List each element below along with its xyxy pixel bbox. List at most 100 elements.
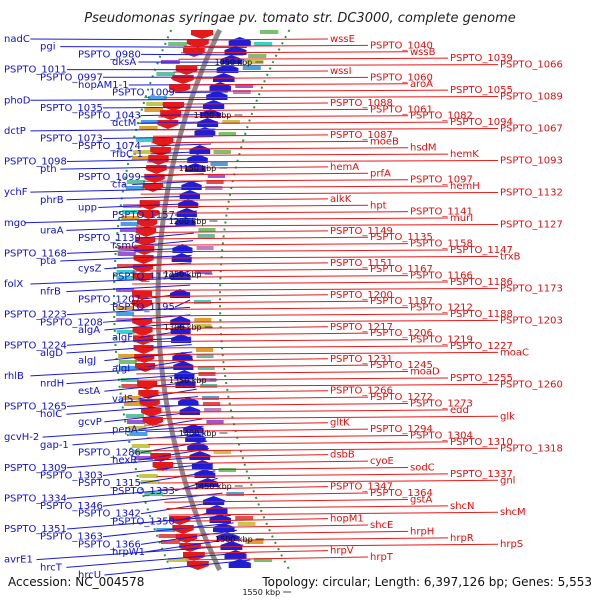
forward-gene-arrow — [174, 370, 195, 379]
label-leader-line — [132, 313, 449, 317]
label-leader-line — [142, 415, 499, 420]
label-leader-line — [66, 284, 191, 293]
annotation-block — [205, 186, 223, 190]
gene-label-left: PSPTO_1170 — [112, 271, 175, 282]
forward-gene-arrow — [189, 451, 211, 460]
label-leader-line — [66, 455, 212, 469]
annotation-block — [213, 150, 231, 154]
label-leader-line — [132, 180, 203, 185]
annotation-block — [146, 102, 165, 106]
annotation-block — [198, 228, 216, 232]
annotation-block — [118, 360, 137, 364]
label-leader-line — [133, 339, 409, 343]
label-leader-line — [138, 390, 329, 394]
label-leader-line — [162, 102, 329, 105]
kbp-tick-label: 1250 kbp — [164, 270, 202, 279]
gene-label-right: edd — [450, 405, 469, 416]
gene-label-right: wssI — [330, 66, 352, 77]
annotation-block — [194, 300, 211, 304]
gene-label-right: PSPTO_1266 — [330, 386, 393, 397]
label-leader-line — [66, 373, 195, 385]
forward-gene-arrow — [171, 334, 192, 343]
gene-label-left: PSPTO_1208 — [40, 317, 103, 328]
label-leader-line — [186, 38, 329, 41]
label-leader-line — [154, 128, 499, 131]
annotation-block — [207, 174, 225, 178]
gene-label-right: gstA — [410, 494, 432, 505]
gene-label-right: hrpV — [330, 546, 354, 557]
gene-label-left: gcvH-2 — [4, 432, 39, 443]
label-leader-line — [175, 530, 409, 535]
gene-label-right: PSPTO_1093 — [500, 156, 563, 167]
gene-label-left: PSPTO_1334 — [4, 493, 67, 504]
label-leader-line — [153, 134, 329, 137]
gene-label-right: PSPTO_1294 — [370, 424, 433, 435]
label-leader-line — [166, 505, 449, 510]
label-leader-line — [102, 136, 214, 140]
gene-label-left: pta — [40, 256, 56, 267]
label-leader-line — [140, 143, 212, 147]
gene-label-left: PSPTO_1351 — [4, 524, 67, 535]
label-leader-line — [139, 198, 329, 201]
gene-label-left: dksA — [112, 57, 136, 68]
label-leader-line — [60, 46, 247, 48]
label-leader-line — [149, 147, 409, 150]
gene-label-left: PSPTO_1309 — [4, 463, 67, 474]
gene-label-left: PSPTO_1011 — [4, 65, 67, 76]
label-leader-line — [132, 275, 409, 279]
label-leader-line — [144, 422, 329, 426]
gene-label-left: algD — [40, 348, 63, 359]
gene-label-right: PSPTO_1040 — [370, 40, 433, 51]
gene-label-left: estA — [78, 386, 100, 397]
label-leader-line — [138, 204, 369, 208]
gene-label-right: PSPTO_1127 — [500, 219, 563, 230]
label-leader-line — [164, 96, 499, 99]
gene-label-right: PSPTO_1219 — [410, 335, 473, 346]
forward-gene-arrow — [175, 379, 196, 388]
gene-label-right: PSPTO_1082 — [410, 111, 473, 122]
gene-label-left: dctM — [112, 118, 136, 129]
label-leader-line — [150, 150, 210, 155]
annotation-block — [118, 246, 137, 250]
label-leader-line — [156, 121, 449, 124]
gene-label-right: hopM1 — [330, 514, 364, 525]
annotation-block — [204, 408, 222, 412]
annotation-block — [245, 540, 264, 544]
label-leader-line — [135, 364, 369, 368]
gene-label-left: dctP — [4, 126, 26, 137]
annotation-block — [116, 312, 135, 316]
label-leader-line — [136, 371, 409, 375]
gene-label-left: PSPTO_1035 — [40, 103, 103, 114]
accession-text: Accession: NC_004578 — [8, 575, 144, 589]
label-leader-line — [136, 217, 449, 221]
label-leader-line — [133, 345, 449, 349]
label-leader-line — [132, 268, 369, 272]
label-leader-line — [173, 524, 369, 529]
kbp-tick-label: 1150 kbp — [179, 164, 217, 173]
reverse-gene-arrow — [162, 102, 185, 111]
annotation-block — [196, 354, 214, 358]
gene-label-left: rsmC — [112, 241, 138, 252]
label-leader-line — [98, 202, 198, 208]
label-leader-line — [160, 486, 329, 490]
gene-label-left: algF — [112, 333, 133, 344]
label-leader-line — [30, 188, 201, 193]
gene-label-left: PSPTO_0980 — [78, 49, 141, 60]
gene-label-left: pth — [40, 164, 57, 175]
map-title: Pseudomonas syringae pv. tomato str. DC3… — [84, 11, 516, 26]
label-leader-line — [66, 552, 247, 568]
label-leader-line — [156, 473, 449, 478]
annotation-block — [136, 138, 155, 142]
label-leader-line — [154, 466, 409, 471]
reverse-gene-arrow — [146, 165, 167, 174]
label-leader-line — [66, 158, 208, 163]
gene-label-right: PSPTO_1318 — [500, 443, 563, 454]
label-leader-line — [183, 44, 369, 47]
reverse-gene-arrow — [142, 417, 163, 426]
label-leader-line — [137, 383, 499, 388]
forward-gene-arrow — [179, 190, 200, 199]
annotation-block — [168, 42, 188, 46]
gene-label-right: PSPTO_1151 — [330, 258, 393, 269]
